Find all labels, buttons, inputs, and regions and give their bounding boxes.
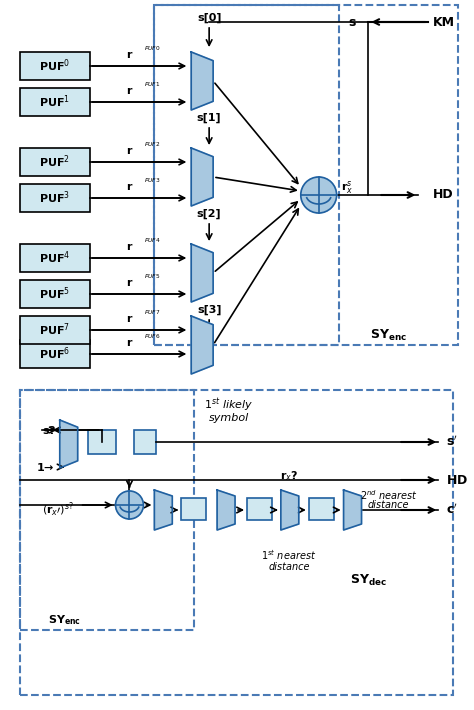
Text: $\mathbf{r}$: $\mathbf{r}$ — [126, 276, 133, 288]
Text: $\mathbf{SY_{enc}}$: $\mathbf{SY_{enc}}$ — [48, 613, 82, 627]
Text: distance: distance — [368, 500, 409, 510]
Text: s[2]: s[2] — [197, 209, 221, 219]
FancyBboxPatch shape — [20, 244, 90, 272]
Polygon shape — [191, 52, 213, 110]
Text: $2^{nd}$ nearest: $2^{nd}$ nearest — [360, 488, 417, 502]
Text: PUF$^6$: PUF$^6$ — [39, 346, 71, 362]
Text: $^{PUF1}$: $^{PUF1}$ — [145, 82, 161, 90]
FancyBboxPatch shape — [20, 340, 90, 368]
Text: PUF$^0$: PUF$^0$ — [39, 58, 71, 75]
Text: PUF$^5$: PUF$^5$ — [39, 285, 70, 302]
Text: $\mathbf{s}$?: $\mathbf{s}$? — [42, 424, 56, 436]
Polygon shape — [191, 244, 213, 302]
Text: PUF$^7$: PUF$^7$ — [39, 322, 70, 338]
Text: $\mathbf{r}$: $\mathbf{r}$ — [126, 180, 133, 192]
Text: $^{PUF6}$: $^{PUF6}$ — [145, 334, 161, 342]
Polygon shape — [281, 490, 299, 530]
Text: $\mathbf{1}$→: $\mathbf{1}$→ — [36, 461, 55, 473]
Text: $\mathbf{r}$: $\mathbf{r}$ — [126, 241, 133, 251]
Text: $\mathbf{c'}$: $\mathbf{c'}$ — [446, 503, 458, 518]
Text: $^{PUF0}$: $^{PUF0}$ — [145, 45, 161, 55]
Text: $\mathbf{SY_{enc}}$: $\mathbf{SY_{enc}}$ — [370, 327, 407, 342]
Polygon shape — [217, 490, 235, 530]
Text: $1^{st}$ nearest: $1^{st}$ nearest — [261, 548, 317, 562]
Text: s[0]: s[0] — [197, 13, 221, 23]
FancyBboxPatch shape — [247, 498, 272, 520]
Text: $^{PUF7}$: $^{PUF7}$ — [145, 310, 161, 319]
Text: PUF$^2$: PUF$^2$ — [39, 153, 70, 170]
Text: $(\mathbf{r}_x\prime)^{s?}$: $(\mathbf{r}_x\prime)^{s?}$ — [42, 501, 74, 519]
Text: s[3]: s[3] — [197, 305, 221, 315]
Text: $\mathbf{r}$: $\mathbf{r}$ — [126, 84, 133, 96]
Text: s: s — [348, 16, 356, 28]
Polygon shape — [191, 148, 213, 206]
Text: $\mathbf{r}_x$?: $\mathbf{r}_x$? — [280, 469, 298, 483]
Text: KM: KM — [433, 16, 455, 28]
Text: $^{PUF3}$: $^{PUF3}$ — [145, 178, 161, 187]
Text: HD: HD — [433, 188, 454, 202]
Text: s[1]: s[1] — [197, 113, 221, 123]
Polygon shape — [191, 316, 213, 374]
Text: $\mathbf{HD}$: $\mathbf{HD}$ — [446, 474, 468, 486]
Text: $1^{st}$ likely: $1^{st}$ likely — [204, 396, 254, 414]
FancyBboxPatch shape — [20, 184, 90, 212]
Text: $^{PUF5}$: $^{PUF5}$ — [145, 273, 161, 283]
Text: symbol: symbol — [209, 413, 249, 423]
Text: $\mathbf{r}$: $\mathbf{r}$ — [126, 312, 133, 324]
Text: $^{PUF2}$: $^{PUF2}$ — [145, 141, 161, 151]
FancyBboxPatch shape — [181, 498, 206, 520]
Circle shape — [301, 177, 337, 213]
Text: $\mathbf{r}$: $\mathbf{r}$ — [126, 337, 133, 347]
FancyBboxPatch shape — [20, 52, 90, 80]
Text: $\mathbf{r}$: $\mathbf{r}$ — [126, 48, 133, 60]
FancyBboxPatch shape — [135, 430, 156, 454]
FancyBboxPatch shape — [20, 316, 90, 344]
Circle shape — [116, 491, 144, 519]
Text: distance: distance — [268, 562, 310, 572]
Text: PUF$^3$: PUF$^3$ — [39, 190, 70, 207]
Text: PUF$^1$: PUF$^1$ — [39, 94, 70, 110]
Text: $\mathbf{s'}$: $\mathbf{s'}$ — [446, 435, 458, 449]
Text: $\mathbf{r}$: $\mathbf{r}$ — [126, 145, 133, 155]
FancyBboxPatch shape — [88, 430, 116, 454]
Text: $\mathbf{r}_x^s$: $\mathbf{r}_x^s$ — [341, 178, 353, 195]
Polygon shape — [155, 490, 172, 530]
FancyBboxPatch shape — [20, 88, 90, 116]
Text: PUF$^4$: PUF$^4$ — [39, 250, 71, 266]
FancyBboxPatch shape — [20, 280, 90, 308]
Text: $^{PUF4}$: $^{PUF4}$ — [145, 238, 161, 246]
Polygon shape — [344, 490, 362, 530]
Polygon shape — [60, 420, 78, 468]
FancyBboxPatch shape — [20, 148, 90, 176]
Text: $\mathbf{SY_{dec}}$: $\mathbf{SY_{dec}}$ — [350, 572, 387, 588]
FancyBboxPatch shape — [309, 498, 334, 520]
